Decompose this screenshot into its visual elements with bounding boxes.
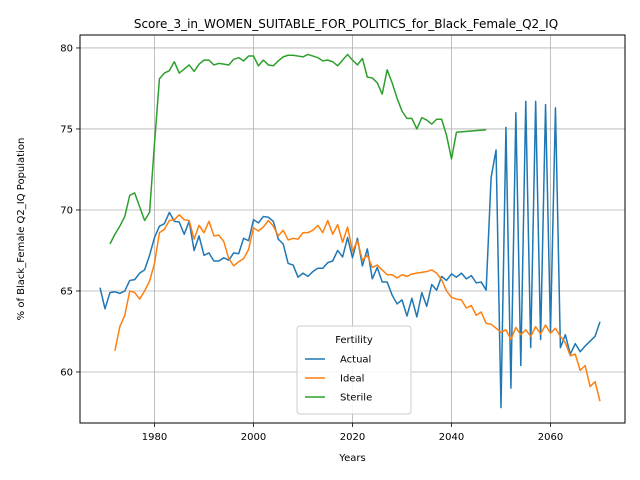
legend-label-actual: Actual [340,355,371,366]
series-line-ideal [114,214,601,402]
y-tick-label: 80 [60,43,73,54]
axis-ticks: 1980 2000 2020 2040 2060 60 65 70 75 80 [60,43,563,443]
chart-title: Score_3_in_WOMEN_SUITABLE_FOR_POLITICS_f… [134,17,558,31]
x-axis-label: Years [338,453,365,464]
legend: Fertility Actual Ideal Sterile [296,325,412,415]
series-line-actual [99,100,601,409]
x-tick-label: 2000 [241,432,266,443]
y-tick-label: 75 [60,124,73,135]
y-tick-label: 65 [60,286,73,297]
y-tick-label: 70 [60,205,73,216]
legend-label-sterile: Sterile [340,393,372,404]
x-tick-label: 2020 [340,432,365,443]
x-tick-label: 2040 [439,432,464,443]
y-axis-label: % of Black_Female Q2_IQ Population [16,138,27,321]
x-tick-label: 1980 [142,432,167,443]
x-tick-label: 2060 [538,432,563,443]
plot-lines [99,53,601,409]
legend-title: Fertility [335,335,373,346]
y-tick-label: 60 [60,367,73,378]
legend-box [296,325,412,415]
series-line-sterile [109,53,487,245]
legend-label-ideal: Ideal [340,374,364,385]
legend-entries: Actual Ideal Sterile [305,355,372,404]
